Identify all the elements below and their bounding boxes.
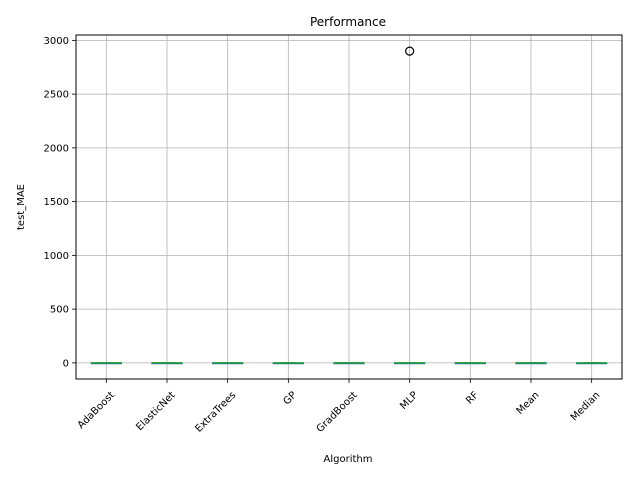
x-tick-label: Median xyxy=(569,390,602,423)
y-tick-label: 1000 xyxy=(44,251,69,262)
y-tick-label: 2500 xyxy=(44,90,69,101)
x-axis-ticks: AdaBoost ElasticNet ExtraTrees GP GradBoost M… xyxy=(76,379,602,435)
y-axis-ticks: 0 500 1000 1500 2000 2500 3000 xyxy=(44,36,76,369)
grid-lines xyxy=(76,35,622,379)
x-tick-label: ExtraTrees xyxy=(193,390,238,435)
y-tick-label: 2000 xyxy=(44,143,69,154)
box-outlier xyxy=(405,46,415,56)
x-axis-label: Algorithm xyxy=(324,454,373,465)
x-tick-label: GradBoost xyxy=(315,390,360,435)
box-gp xyxy=(272,362,304,365)
box-extratrees xyxy=(212,362,244,365)
box-mean xyxy=(515,362,547,365)
y-tick-label: 1500 xyxy=(44,197,69,208)
box-gradboost xyxy=(333,362,365,365)
y-axis-label: test_MAE xyxy=(16,184,27,230)
chart-title: Performance xyxy=(310,15,386,29)
box-median xyxy=(576,362,608,365)
x-tick-label: Mean xyxy=(515,390,542,417)
box-series xyxy=(90,46,608,365)
y-tick-label: 0 xyxy=(63,358,69,369)
x-tick-label: ElasticNet xyxy=(134,390,177,433)
box-rf xyxy=(454,362,486,365)
box-adaboost xyxy=(90,362,122,365)
box-elasticnet xyxy=(151,362,183,365)
box-mlp xyxy=(394,46,426,365)
x-tick-label: AdaBoost xyxy=(76,390,117,431)
y-tick-label: 3000 xyxy=(44,36,69,47)
x-tick-label: MLP xyxy=(398,390,420,412)
x-tick-label: RF xyxy=(464,390,481,407)
x-tick-label: GP xyxy=(281,390,299,408)
y-tick-label: 500 xyxy=(50,305,69,316)
